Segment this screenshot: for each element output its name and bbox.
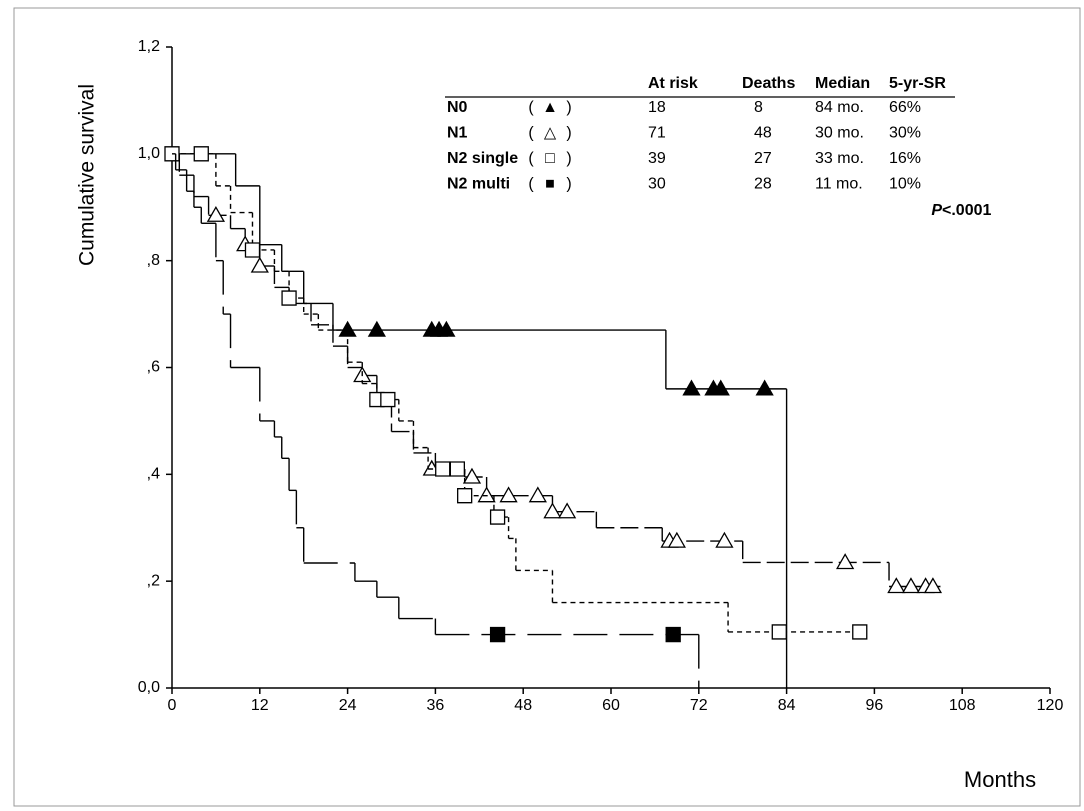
censor-marker	[836, 553, 855, 570]
censor-marker	[667, 531, 686, 548]
censor-marker	[528, 486, 547, 503]
table-cell: 66%	[889, 99, 921, 116]
table-cell: 30 mo.	[815, 125, 864, 142]
table-cell: 16%	[889, 150, 921, 167]
censor-marker	[449, 461, 466, 477]
censor-marker	[887, 577, 906, 594]
censor-marker	[682, 379, 701, 396]
x-tick-label: 72	[690, 697, 708, 714]
censor-marker	[281, 290, 297, 306]
x-tick-label: 12	[251, 697, 269, 714]
censor-marker	[250, 256, 269, 273]
table-cell: 84 mo.	[815, 99, 864, 116]
table-header: 5-yr-SR	[889, 75, 946, 92]
censor-marker	[852, 624, 868, 640]
x-tick-label: 120	[1037, 697, 1064, 714]
legend-paren: (	[528, 125, 534, 142]
censor-marker	[367, 320, 386, 337]
censor-marker	[711, 379, 730, 396]
censor-marker	[489, 509, 506, 525]
censor-marker	[435, 461, 451, 477]
y-tick-label: 1,2	[138, 38, 160, 55]
censor-marker	[437, 320, 456, 337]
legend-paren: )	[566, 125, 571, 142]
censor-marker	[244, 242, 261, 258]
table-cell: 33 mo.	[815, 150, 864, 167]
censor-marker	[338, 320, 357, 337]
x-tick-label: 60	[602, 697, 620, 714]
x-tick-label: 0	[168, 697, 177, 714]
x-tick-label: 96	[866, 697, 884, 714]
table-cell: 11 mo.	[815, 176, 863, 193]
legend-symbol: ▲	[542, 99, 558, 116]
y-tick-label: ,8	[147, 252, 160, 269]
table-header: At risk	[648, 75, 698, 92]
censor-marker	[543, 502, 562, 519]
p-label: P	[931, 202, 942, 219]
censor-marker	[557, 502, 577, 519]
p-value: <.0001	[942, 202, 991, 219]
table-cell: 8	[754, 99, 763, 116]
censor-marker	[206, 205, 226, 222]
censor-marker	[901, 577, 921, 594]
table-cell: 71	[648, 125, 666, 142]
table-cell: 18	[648, 99, 666, 116]
x-tick-label: 108	[949, 697, 976, 714]
legend-paren: (	[528, 150, 534, 167]
censor-marker	[489, 626, 506, 643]
y-tick-label: ,4	[147, 466, 160, 483]
censor-marker	[193, 146, 209, 162]
censor-marker	[457, 488, 473, 504]
legend-symbol: □	[545, 150, 555, 167]
table-cell: 39	[648, 150, 666, 167]
x-axis-title: Months	[964, 767, 1036, 792]
table-cell: 30	[648, 176, 666, 193]
y-tick-label: 0,0	[138, 679, 160, 696]
legend-paren: (	[528, 176, 534, 193]
table-header: Median	[815, 75, 870, 92]
y-tick-label: 1,0	[138, 145, 160, 162]
legend-symbol: ■	[545, 176, 555, 193]
table-header: Deaths	[742, 75, 795, 92]
table-cell: 48	[754, 125, 772, 142]
censor-marker	[665, 626, 681, 643]
legend-symbol: △	[544, 125, 557, 142]
legend-name: N2 multi	[447, 176, 510, 193]
censor-marker	[380, 391, 396, 408]
table-cell: 30%	[889, 125, 921, 142]
legend-name: N1	[447, 125, 468, 142]
censor-marker	[499, 486, 518, 503]
legend-paren: )	[566, 176, 571, 193]
table-cell: 28	[754, 176, 772, 193]
table-cell: 27	[754, 150, 772, 167]
censor-marker	[771, 624, 787, 640]
table-cell: 10%	[889, 176, 921, 193]
y-tick-label: ,2	[147, 572, 160, 589]
legend-paren: )	[566, 150, 571, 167]
legend-paren: (	[528, 99, 534, 116]
censor-marker	[462, 467, 482, 484]
x-tick-label: 84	[778, 697, 796, 714]
x-tick-label: 24	[339, 697, 357, 714]
x-tick-label: 36	[427, 697, 445, 714]
censor-marker	[715, 531, 734, 548]
censor-marker	[923, 577, 943, 594]
legend-paren: )	[566, 99, 571, 116]
y-axis-title: Cumulative survival	[76, 84, 99, 266]
legend-name: N2 single	[447, 150, 518, 167]
x-tick-label: 48	[514, 697, 532, 714]
y-tick-label: ,6	[147, 359, 160, 376]
censor-marker	[755, 379, 774, 396]
legend-name: N0	[447, 99, 468, 116]
censor-marker	[477, 486, 496, 503]
frame	[13, 7, 1081, 807]
